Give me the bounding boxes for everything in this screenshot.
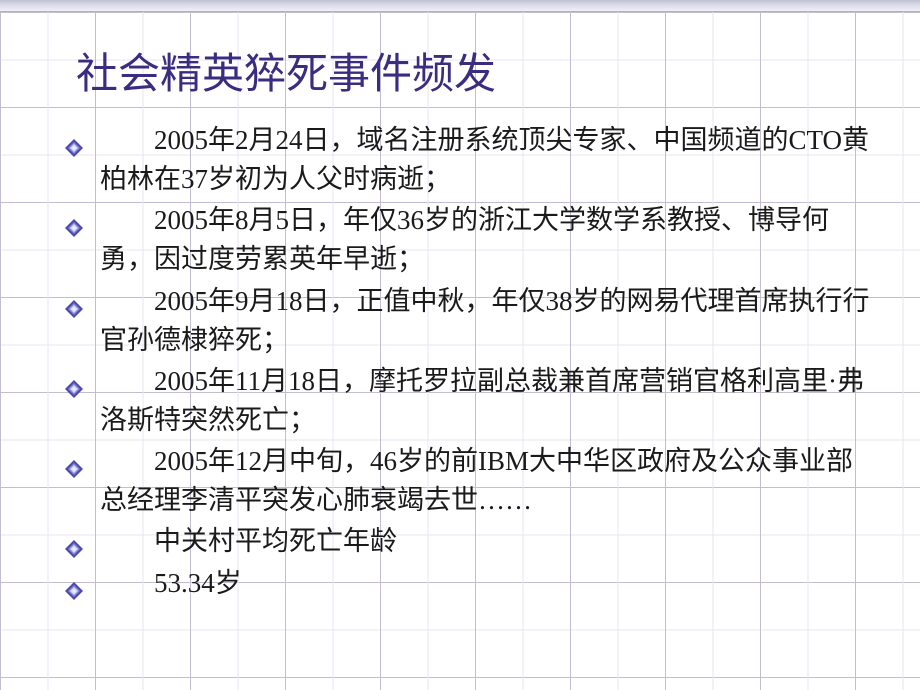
- diamond-bullet-icon: [64, 573, 84, 593]
- slide-title: 社会精英猝死事件频发: [76, 40, 870, 101]
- bullet-text: 2005年9月18日，正值中秋，年仅38岁的网易代理首席执行行官孙德棣猝死；: [100, 286, 870, 355]
- diamond-bullet-icon: [64, 451, 84, 471]
- bullet-text: 中关村平均死亡年龄: [100, 526, 397, 556]
- bullet-text: 53.34岁: [100, 568, 242, 598]
- diamond-bullet-icon: [64, 371, 84, 391]
- bullet-item: 2005年8月5日，年仅36岁的浙江大学数学系教授、博导何勇，因过度劳累英年早逝…: [70, 201, 870, 279]
- bullet-text: 2005年11月18日，摩托罗拉副总裁兼首席营销官格利高里·弗洛斯特突然死亡；: [100, 366, 864, 435]
- diamond-bullet-icon: [64, 130, 84, 150]
- diamond-bullet-icon: [64, 210, 84, 230]
- diamond-bullet-icon: [64, 531, 84, 551]
- slide-content: 社会精英猝死事件频发 2005年2月24日，域名注册系统顶尖专家、中国频道的CT…: [0, 12, 920, 690]
- bullet-text: 2005年2月24日，域名注册系统顶尖专家、中国频道的CTO黄柏林在37岁初为人…: [100, 125, 869, 194]
- bullet-item: 2005年11月18日，摩托罗拉副总裁兼首席营销官格利高里·弗洛斯特突然死亡；: [70, 362, 870, 440]
- top-border-bar: [0, 0, 920, 12]
- bullet-item: 中关村平均死亡年龄: [70, 522, 870, 561]
- bullet-item: 53.34岁: [70, 564, 870, 603]
- bullet-text: 2005年12月中旬，46岁的前IBM大中华区政府及公众事业部总经理李清平突发心…: [100, 446, 853, 515]
- bullet-text: 2005年8月5日，年仅36岁的浙江大学数学系教授、博导何勇，因过度劳累英年早逝…: [100, 205, 829, 274]
- bullet-item: 2005年2月24日，域名注册系统顶尖专家、中国频道的CTO黄柏林在37岁初为人…: [70, 121, 870, 199]
- bullet-item: 2005年9月18日，正值中秋，年仅38岁的网易代理首席执行行官孙德棣猝死；: [70, 282, 870, 360]
- diamond-bullet-icon: [64, 291, 84, 311]
- bullet-item: 2005年12月中旬，46岁的前IBM大中华区政府及公众事业部总经理李清平突发心…: [70, 442, 870, 520]
- bullet-list: 2005年2月24日，域名注册系统顶尖专家、中国频道的CTO黄柏林在37岁初为人…: [70, 121, 870, 603]
